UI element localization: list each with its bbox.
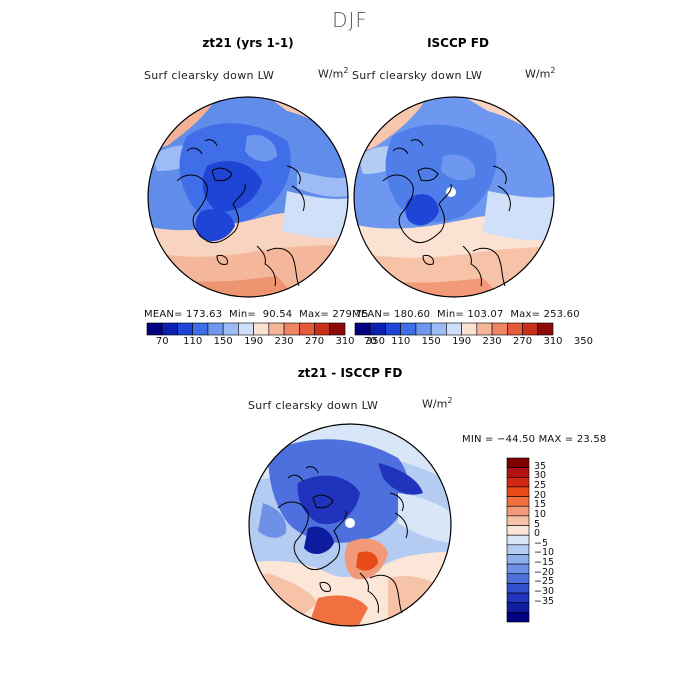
panel-3-colorbar-cell [506,554,530,565]
panel-3-colorbar-tick-label: −35 [534,595,555,607]
panel-2-polar-map [353,96,555,298]
figure-title: DJF [332,8,368,32]
panel-1-colorbar-cell [207,322,224,336]
panel-3-title: zt21 - ISCCP FD [297,366,403,380]
panel-2-colorbar-cell [415,322,432,336]
panel-2-colorbar-tick-label: 150 [421,336,441,347]
panel-3-colorbar-tick-label: −15 [534,557,555,569]
panel-3-colorbar-tick-label: −30 [534,586,555,598]
panel-2-colorbar-tick-label: 310 [543,336,563,347]
panel-1-stats: MEAN= 173.63 Min= 90.54 Max= 279.75 [144,309,369,320]
panel-3-polar-map [248,423,452,627]
panel-1-colorbar-cell [177,322,193,336]
panel-2-colorbar-cell [400,322,417,336]
panel-1-colorbar-cell [283,322,300,336]
panel-1-colorbar-tick-label: 350 [365,336,385,347]
panel-3-colorbar-cell [506,496,530,507]
panel-2-colorbar-cell [385,322,401,336]
panel-3-colorbar-cell [506,525,530,536]
panel-3-colorbar-tick-label: 30 [534,470,547,482]
panel-1-colorbar-tick-label: 230 [274,336,294,347]
panel-3-colorbar-tick-label: 25 [534,479,547,491]
panel-2-colorbar-cell [537,322,554,336]
panel-3-colorbar-cell [506,602,530,613]
panel-2-colorbar-cell [354,322,371,336]
panel-1-colorbar-tick-label: 110 [183,336,203,347]
panel-3-units: W/m2 [422,396,453,411]
panel-2-colorbar-tick-label: 190 [452,336,472,347]
panel-3-colorbar-cell [506,563,530,575]
panel-3-colorbar-ticks: 35 30 25 20 15 10 5 0 −5 −10 −15 −20 −25 −30 −35 [534,458,574,622]
panel-3-colorbar-cell [506,457,530,468]
panel-2-colorbar-cell [491,322,508,336]
panel-1-colorbar-cell [222,322,239,336]
panel-2-colorbar [354,322,554,336]
panel-3-colorbar-cell [506,573,530,584]
panel-2-units: W/m2 [525,66,556,81]
panel-1-colorbar [146,322,346,336]
panel-2-colorbar-cell [446,322,462,336]
panel-3-colorbar-cell [506,544,530,555]
panel-2-colorbar-cell [522,322,539,336]
panel-3-variable-label: Surf clearsky down LW [248,399,379,412]
panel-1-colorbar-cell [192,322,209,336]
panel-3-colorbar-tick-label: 20 [534,489,547,501]
panel-2-variable-label: Surf clearsky down LW [352,69,483,82]
panel-1-colorbar-ticks: 70 110 150 190 230 270 310 350 [147,336,385,350]
panel-3-colorbar-cell [506,486,530,497]
panel-1-colorbar-cell [299,322,315,336]
panel-2-colorbar-cell [430,322,447,336]
panel-1-colorbar-tick-label: 190 [244,336,264,347]
panel-3-colorbar-tick-label: −25 [534,576,555,588]
panel-3-colorbar-tick-label: 35 [534,460,547,472]
panel-1-colorbar-cell [238,322,254,336]
panel-3-colorbar-tick-label: −10 [534,547,555,559]
panel-1-colorbar-cell [314,322,331,336]
panel-3-stats: MIN = −44.50 MAX = 23.58 [462,434,607,445]
panel-1-title: zt21 (yrs 1-1) [202,36,294,50]
panel-1-colorbar-cell [268,322,285,336]
panel-3-colorbar-cell [506,505,530,517]
panel-1-colorbar-tick-label: 70 [155,336,169,347]
panel-3-colorbar-cell [506,467,530,478]
panel-2-colorbar-tick-label: 350 [573,336,593,347]
panel-2-colorbar-tick-label: 270 [512,336,533,347]
panel-3-colorbar-tick-label: 15 [534,499,547,511]
panel-1-polar-map [147,96,349,298]
panel-2-title: ISCCP FD [427,36,489,50]
panel-1-variable-label: Surf clearsky down LW [144,69,275,82]
panel-2-colorbar-cell [476,322,493,336]
panel-3-colorbar-cell [506,583,530,594]
panel-2-colorbar-tick-label: 230 [482,336,502,347]
panel-2-colorbar-cell [507,322,523,336]
panel-1-colorbar-tick-label: 310 [335,336,355,347]
panel-3-colorbar-tick-label: 5 [534,518,541,530]
panel-2-colorbar-tick-label: 110 [391,336,411,347]
panel-3-colorbar-cell [506,515,530,526]
panel-3-colorbar [506,457,530,623]
panel-3-colorbar-tick-label: 0 [534,528,541,540]
panel-3-colorbar-cell [506,592,530,604]
panel-1-units: W/m2 [318,66,349,81]
panel-1-colorbar-cell [253,322,270,336]
panel-1-colorbar-cell [161,322,178,336]
panel-3-colorbar-cell [506,534,530,546]
panel-2-colorbar-tick-label: 70 [363,336,377,347]
panel-2-colorbar-ticks: 70 110 150 190 230 270 310 350 [355,336,593,350]
panel-3-colorbar-cell [506,612,530,623]
panel-1-colorbar-cell [329,322,346,336]
panel-1-colorbar-tick-label: 150 [213,336,233,347]
panel-2-colorbar-cell [369,322,386,336]
panel-3-colorbar-tick-label: 10 [534,508,547,520]
panel-1-colorbar-cell [146,322,163,336]
panel-1-colorbar-tick-label: 270 [304,336,325,347]
panel-2-stats: MEAN= 180.60 Min= 103.07 Max= 253.60 [352,309,580,320]
panel-3-colorbar-tick-label: −20 [534,566,555,578]
panel-3-colorbar-tick-label: −5 [534,537,549,549]
panel-3-colorbar-cell [506,476,530,488]
panel-2-colorbar-cell [461,322,478,336]
